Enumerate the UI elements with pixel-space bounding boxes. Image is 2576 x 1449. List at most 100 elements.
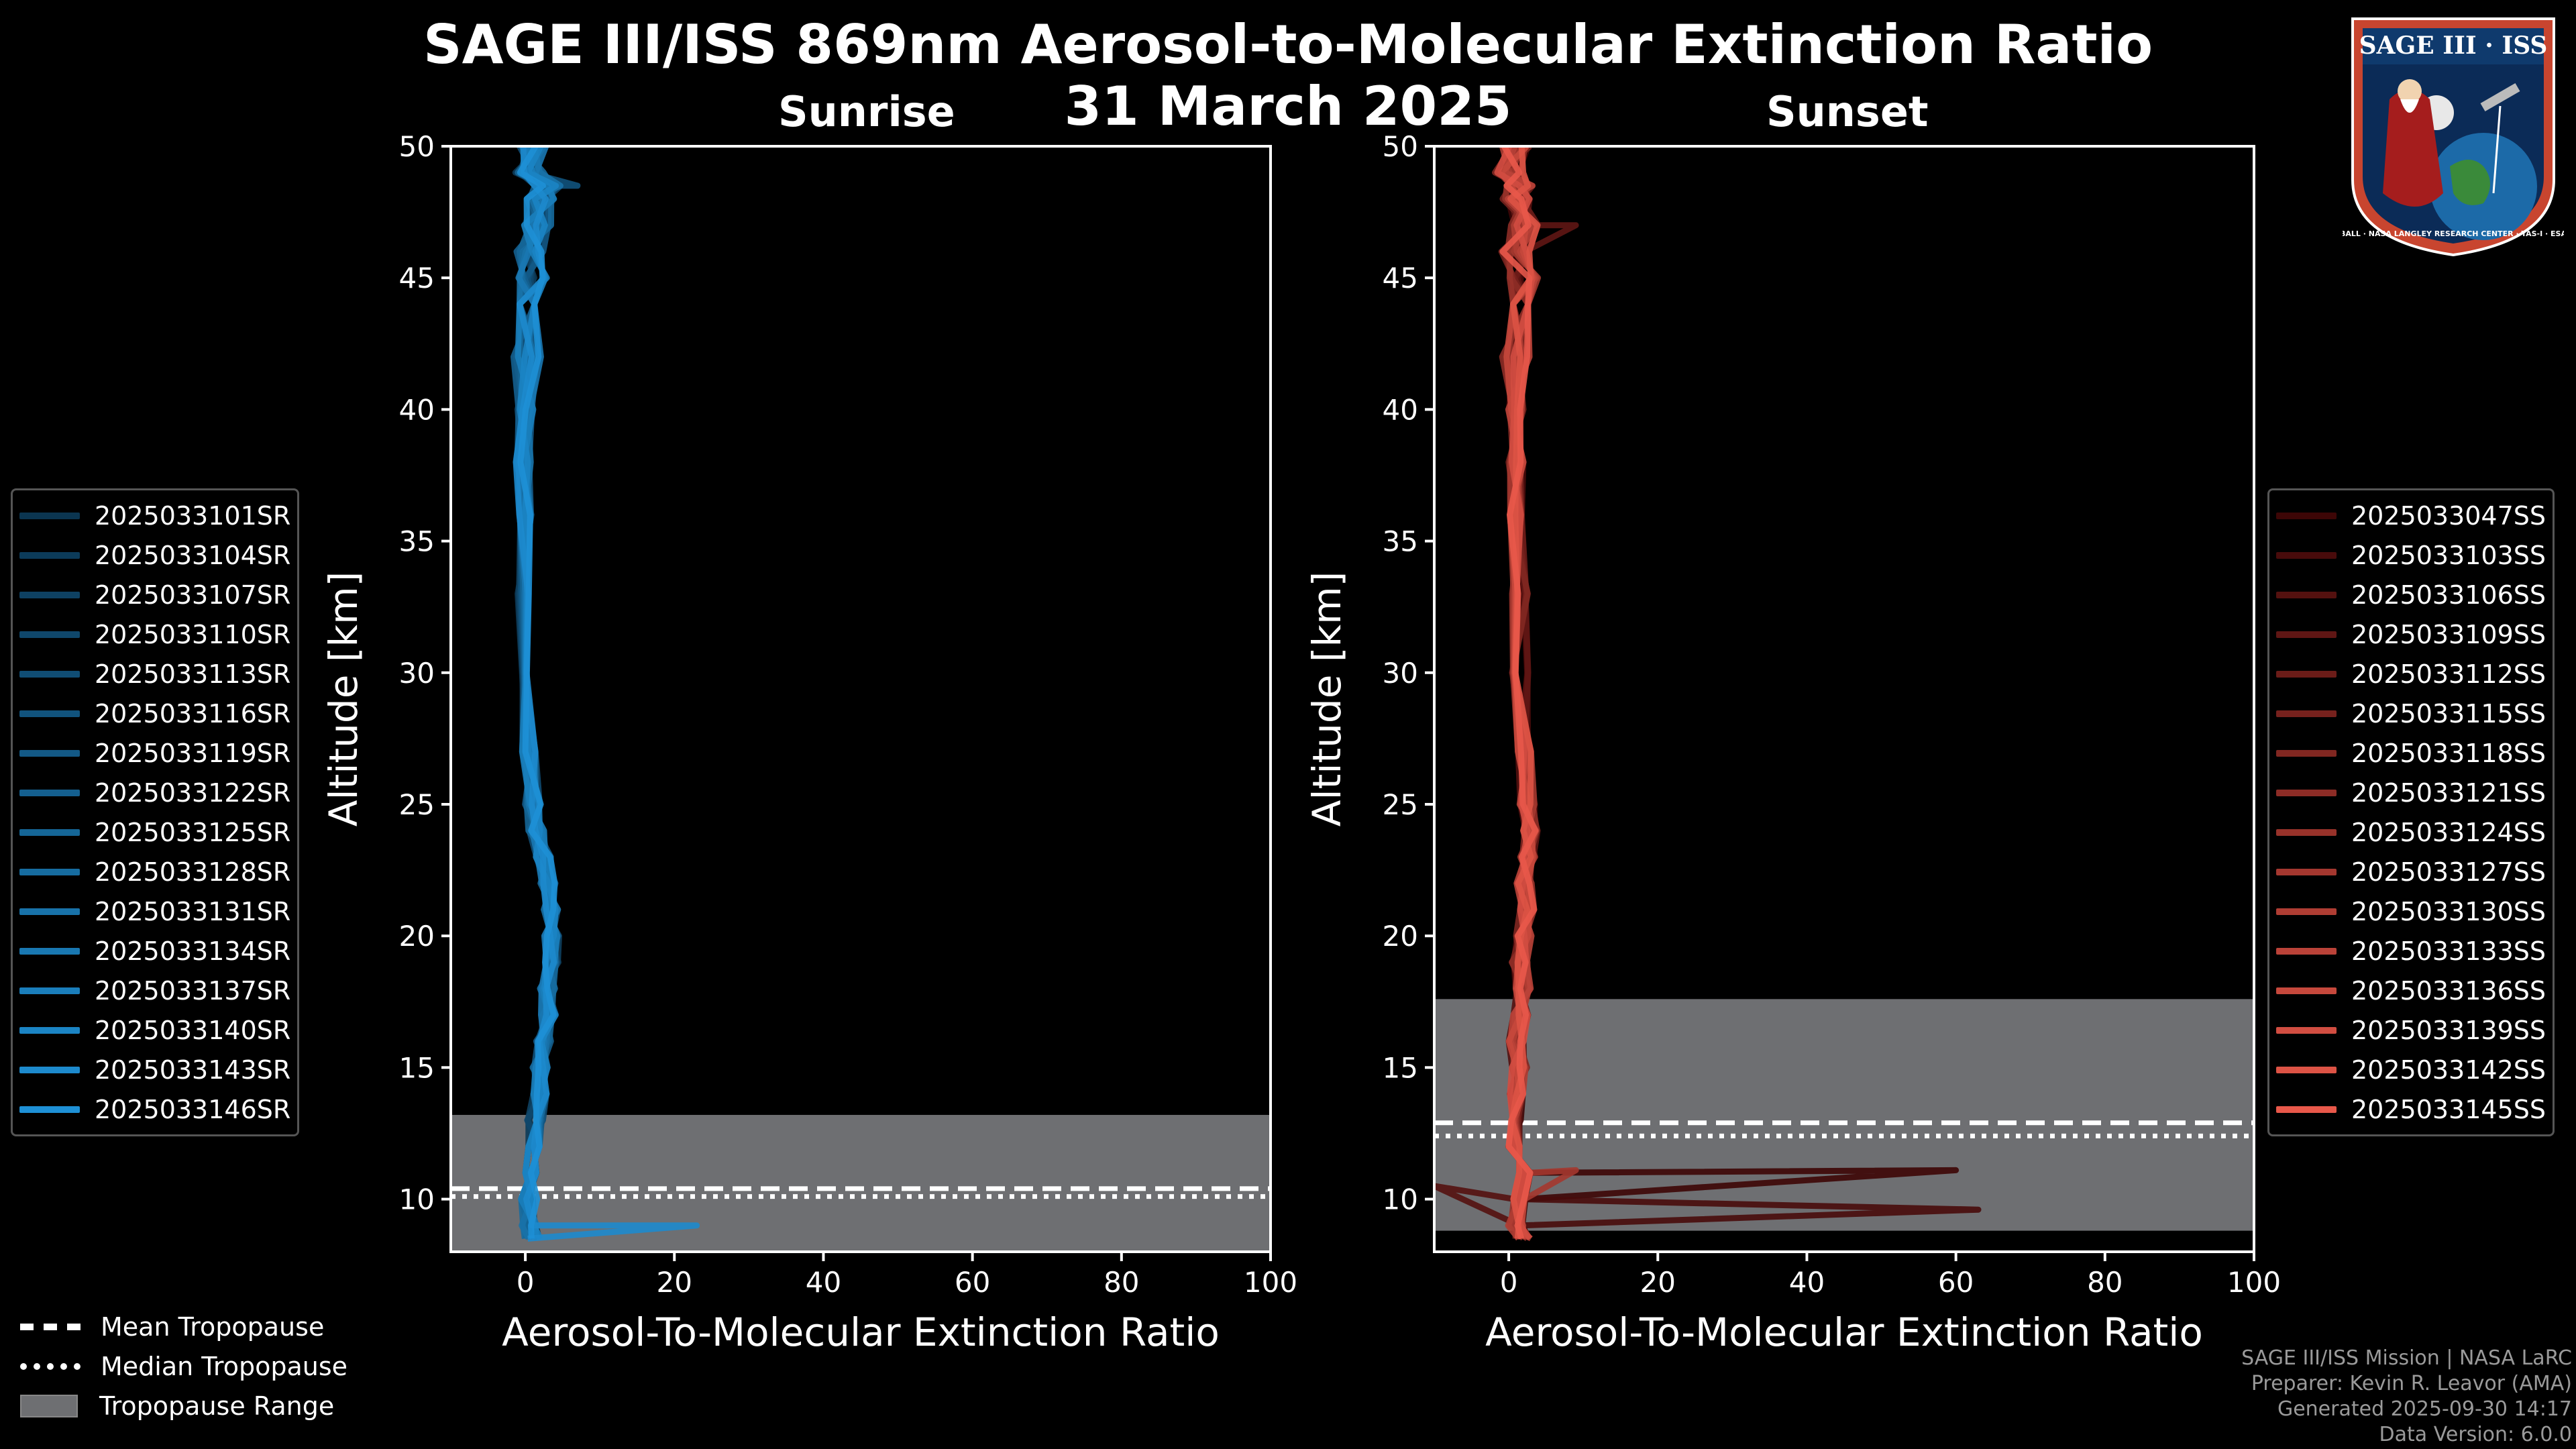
- legend-swatch: [19, 868, 80, 875]
- legend-label: 2025033118SS: [2351, 738, 2546, 768]
- axes-frame: [1433, 145, 2255, 1253]
- legend-swatch: [2276, 947, 2337, 955]
- legend-swatch: [19, 789, 80, 796]
- legend-swatch: [19, 551, 80, 559]
- legend-swatch: [2276, 631, 2337, 638]
- legend-entry: 2025033143SR: [19, 1050, 290, 1089]
- sunrise-axes: 0 20 40 60 80 100 10 15 20 25 30 35 40 45 50 Aerosol-To…: [321, 130, 1297, 1355]
- legend-swatch: [19, 1066, 80, 1073]
- legend-swatch: [19, 987, 80, 994]
- legend-mean-tropopause: Mean Tropopause: [20, 1307, 347, 1346]
- legend-entry: 2025033134SR: [19, 931, 290, 971]
- legend-entry: 2025033133SS: [2276, 931, 2546, 971]
- legend-entry: 2025033047SS: [2276, 496, 2546, 535]
- legend-label: 2025033137SR: [95, 975, 291, 1006]
- legend-entry: 2025033125SR: [19, 812, 290, 852]
- legend-label: 2025033109SS: [2351, 619, 2546, 649]
- x-tick-label: 60: [1938, 1266, 1974, 1299]
- x-tick-label: 80: [2087, 1266, 2123, 1299]
- legend-entry: 2025033113SR: [19, 654, 290, 694]
- legend-swatch: [2276, 710, 2337, 717]
- legend-median-tropopause: Median Tropopause: [20, 1346, 347, 1386]
- x-axis-label: Aerosol-To-Molecular Extinction Ratio: [502, 1309, 1220, 1355]
- legend-entry: 2025033130SS: [2276, 892, 2546, 931]
- figure-date: 31 March 2025: [1064, 75, 1512, 138]
- legend-swatch: [19, 749, 80, 757]
- legend-swatch: [19, 512, 80, 519]
- legend-swatch: [2276, 512, 2337, 519]
- legend-label: 2025033116SR: [95, 698, 291, 729]
- y-tick-label: 30: [1383, 657, 1418, 690]
- tropopause-legend: Mean Tropopause Median Tropopause Tropop…: [20, 1307, 347, 1426]
- legend-entry: 2025033136SS: [2276, 971, 2546, 1010]
- legend-entry: 2025033127SS: [2276, 852, 2546, 892]
- legend-entry: 2025033142SS: [2276, 1050, 2546, 1089]
- legend-entry: 2025033137SR: [19, 971, 290, 1010]
- legend-swatch: [2276, 987, 2337, 994]
- legend-swatch: [19, 710, 80, 717]
- legend-label: 2025033107SR: [95, 580, 291, 610]
- dashed-line-swatch: [20, 1323, 80, 1330]
- legend-swatch: [2276, 789, 2337, 796]
- y-tick-label: 50: [399, 130, 435, 163]
- legend-tropopause-range: Tropopause Range: [20, 1386, 347, 1426]
- legend-entry: 2025033112SS: [2276, 654, 2546, 694]
- legend-label: 2025033142SS: [2351, 1055, 2546, 1085]
- legend-entry: 2025033140SR: [19, 1010, 290, 1050]
- legend-swatch: [2276, 908, 2337, 915]
- y-tick-label: 35: [1383, 525, 1418, 558]
- y-tick-label: 30: [399, 657, 435, 690]
- axes-frame: [449, 145, 1272, 1253]
- legend-entry: 2025033145SS: [2276, 1089, 2546, 1129]
- legend-label: 2025033130SS: [2351, 896, 2546, 926]
- y-tick-label: 20: [399, 920, 435, 953]
- legend-swatch: [2276, 828, 2337, 836]
- sunrise-legend: 2025033101SR 2025033104SR 2025033107SR 2025…: [11, 488, 300, 1136]
- legend-label: 2025033103SS: [2351, 540, 2546, 570]
- legend-label: 2025033136SS: [2351, 975, 2546, 1006]
- legend-label: 2025033146SR: [95, 1094, 291, 1124]
- legend-swatch: [19, 1026, 80, 1034]
- legend-label: 2025033128SR: [95, 857, 291, 887]
- legend-swatch: [2276, 670, 2337, 678]
- legend-label: 2025033121SS: [2351, 777, 2546, 808]
- legend-swatch: [2276, 551, 2337, 559]
- legend-label: 2025033115SS: [2351, 698, 2546, 729]
- sunrise-panel-title: Sunrise: [778, 87, 955, 136]
- legend-label: 2025033140SR: [95, 1015, 291, 1045]
- legend-swatch: [2276, 1066, 2337, 1073]
- legend-entry: 2025033115SS: [2276, 694, 2546, 733]
- legend-label: 2025033139SS: [2351, 1015, 2546, 1045]
- sage-iii-iss-logo: SAGE III · ISS BALL · NASA LANGLEY RESEA…: [2343, 17, 2564, 257]
- legend-label: 2025033104SR: [95, 540, 291, 570]
- gray-box-swatch: [20, 1394, 78, 1417]
- x-tick-label: 0: [517, 1266, 535, 1299]
- x-tick-label: 0: [1500, 1266, 1518, 1299]
- sunset-legend: 2025033047SS 2025033103SS 2025033106SS 2025…: [2267, 488, 2555, 1136]
- legend-entry: 2025033121SS: [2276, 773, 2546, 812]
- y-tick-label: 15: [1383, 1051, 1418, 1084]
- legend-entry: 2025033146SR: [19, 1089, 290, 1129]
- y-tick-label: 25: [399, 788, 435, 821]
- legend-entry: 2025033109SS: [2276, 614, 2546, 654]
- legend-entry: 2025033122SR: [19, 773, 290, 812]
- y-tick-label: 50: [1383, 130, 1418, 163]
- y-tick-label: 40: [399, 393, 435, 426]
- series-line-2025033143SR: [513, 146, 700, 1242]
- footer-mission: SAGE III/ISS Mission | NASA LaRC: [2241, 1346, 2572, 1370]
- x-tick-label: 60: [955, 1266, 990, 1299]
- x-tick-label: 20: [1640, 1266, 1676, 1299]
- figure-title: SAGE III/ISS 869nm Aerosol-to-Molecular …: [423, 13, 2153, 76]
- dotted-line-swatch: [20, 1362, 80, 1370]
- legend-entry: 2025033116SR: [19, 694, 290, 733]
- legend-label: 2025033124SS: [2351, 817, 2546, 847]
- legend-label: 2025033125SR: [95, 817, 291, 847]
- y-axis-label: Altitude [km]: [1304, 572, 1350, 826]
- legend-label: 2025033134SR: [95, 936, 291, 966]
- y-tick-label: 15: [399, 1051, 435, 1084]
- y-tick-label: 10: [1383, 1183, 1418, 1216]
- legend-swatch: [2276, 1026, 2337, 1034]
- legend-entry: 2025033128SR: [19, 852, 290, 892]
